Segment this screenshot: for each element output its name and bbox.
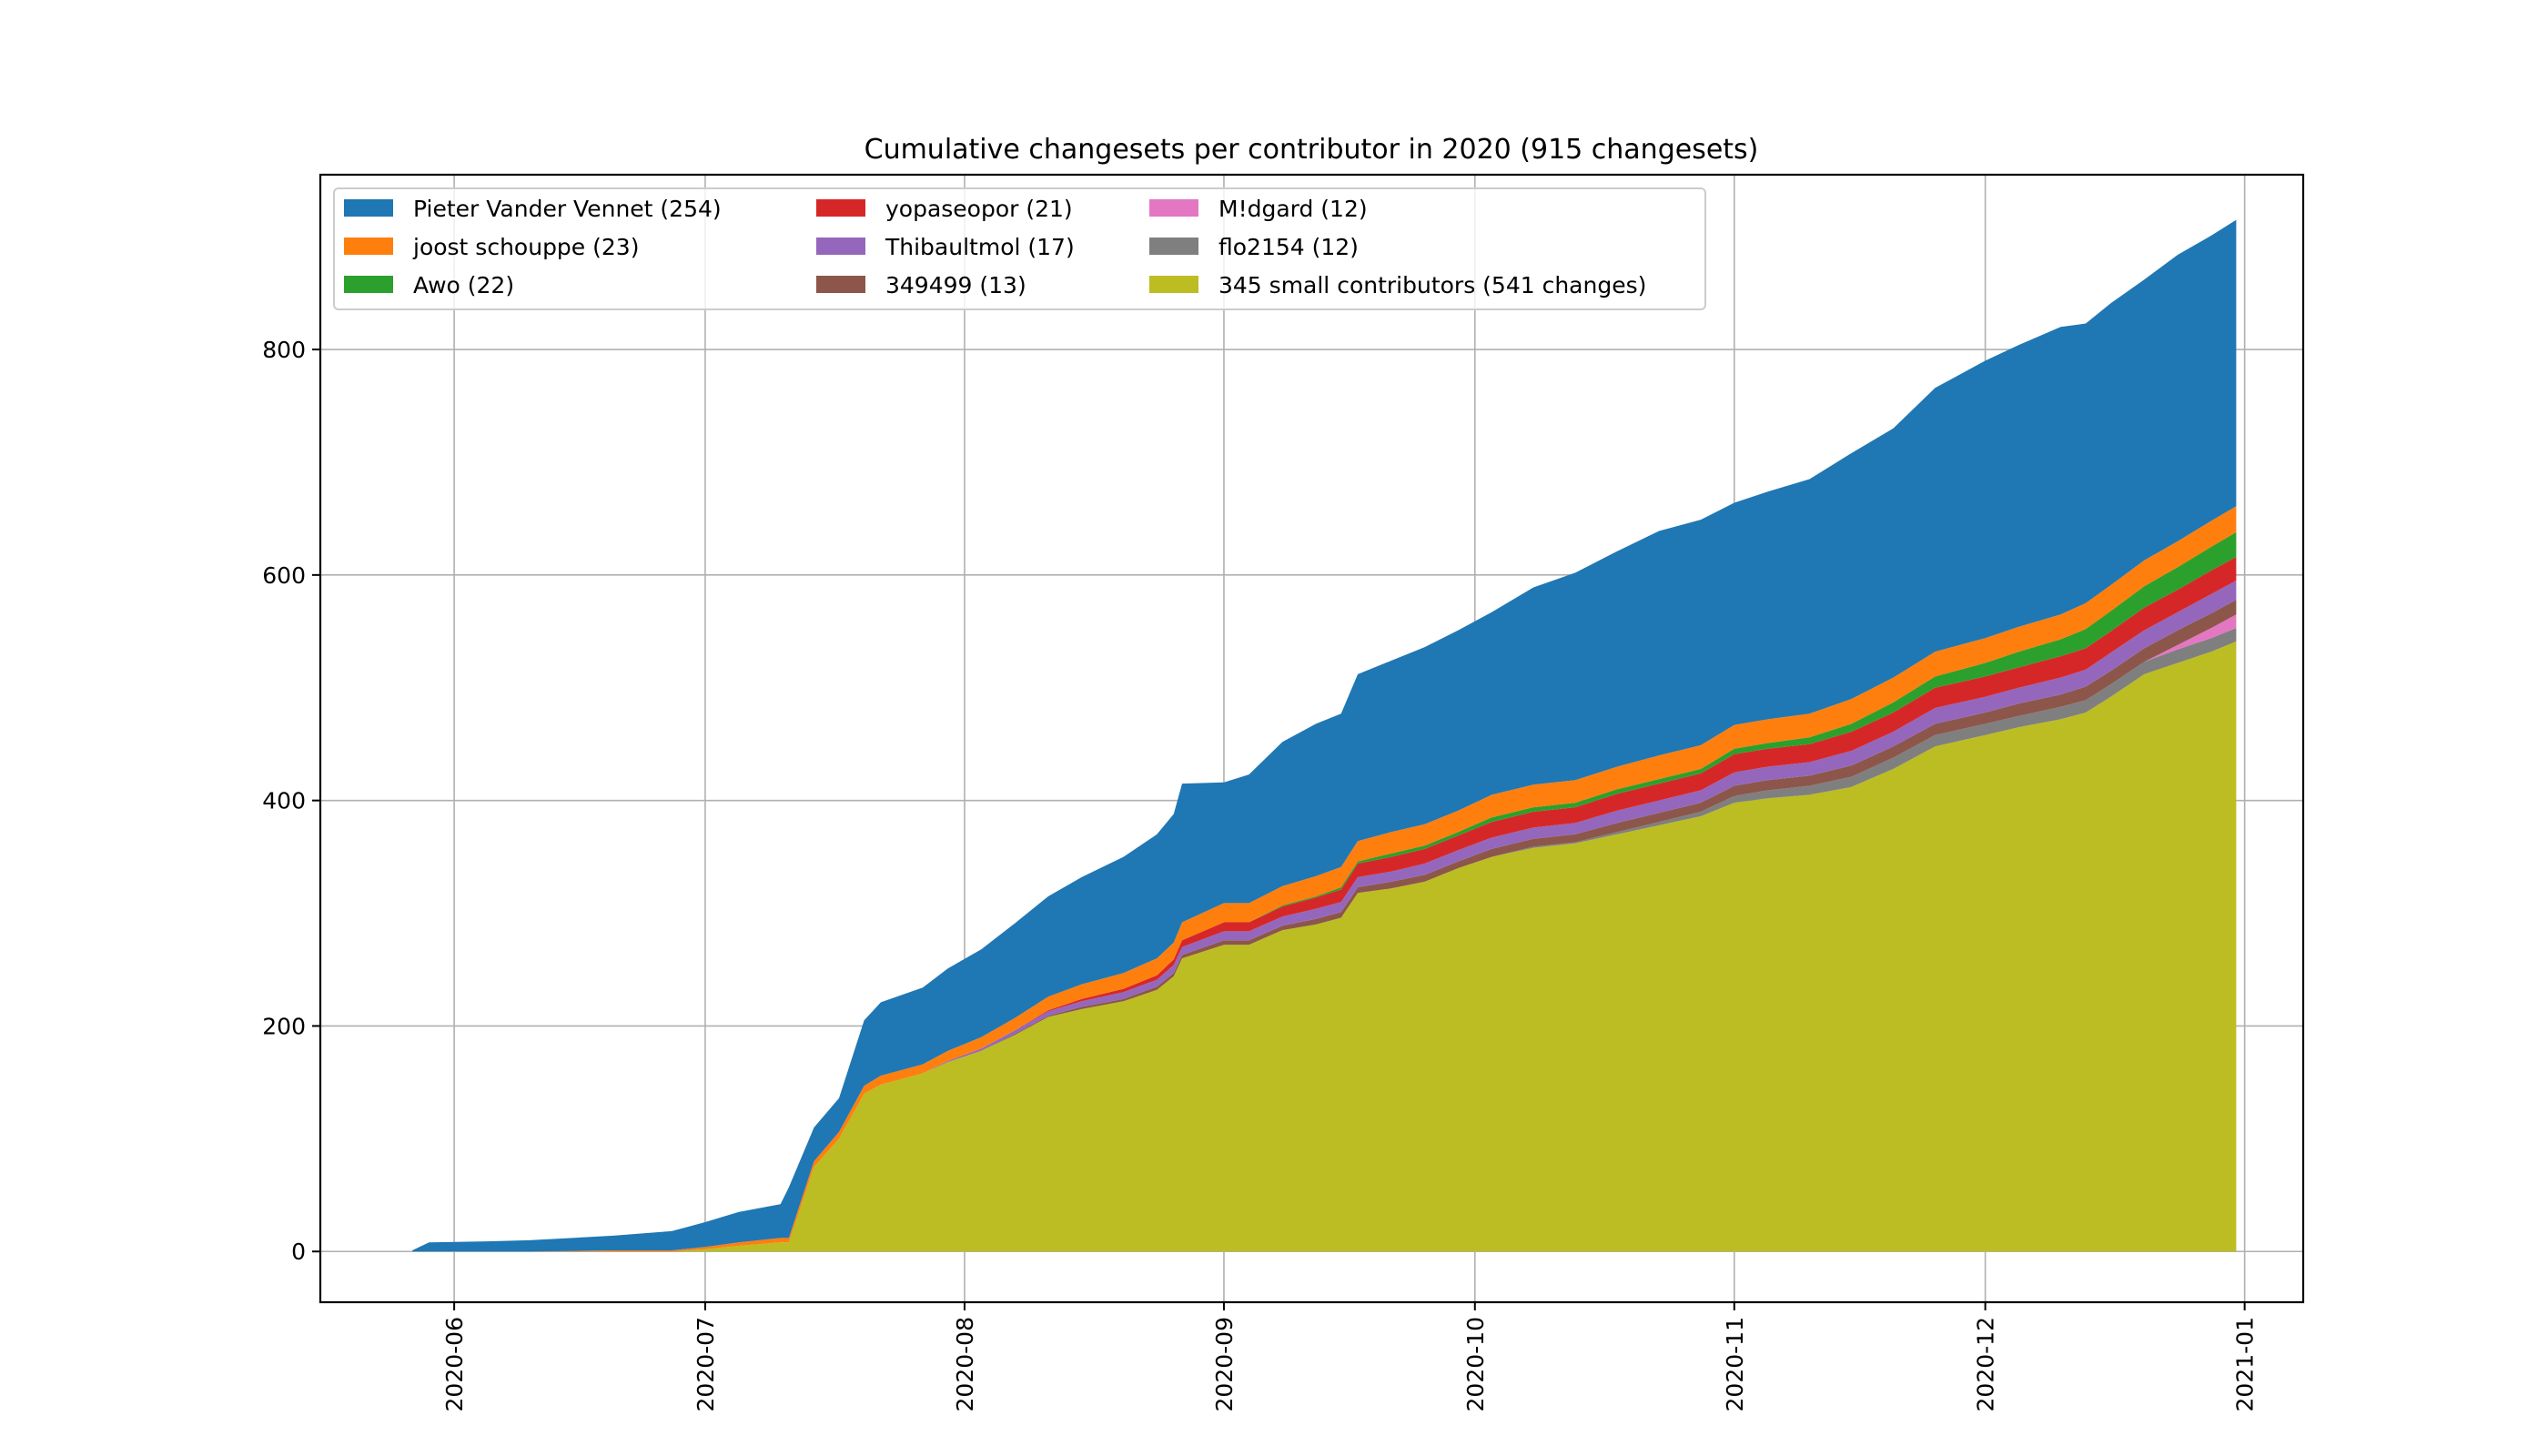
legend-item: Pieter Vander Vennet (254) bbox=[344, 196, 722, 222]
legend-swatch bbox=[816, 276, 865, 293]
legend-label: flo2154 (12) bbox=[1218, 234, 1359, 260]
legend-swatch bbox=[344, 238, 393, 255]
legend-swatch bbox=[344, 276, 393, 293]
legend-box bbox=[333, 187, 1706, 310]
y-tick-label: 400 bbox=[262, 788, 306, 814]
legend-label: joost schouppe (23) bbox=[412, 234, 639, 260]
legend-label: 349499 (13) bbox=[885, 272, 1026, 298]
legend-swatch bbox=[1149, 238, 1198, 255]
chart-title: Cumulative changesets per contributor in… bbox=[864, 134, 1759, 166]
legend-label: M!dgard (12) bbox=[1218, 196, 1368, 222]
x-tick-label: 2020-10 bbox=[1462, 1317, 1489, 1411]
y-tick-label: 200 bbox=[262, 1013, 306, 1039]
x-tick-label: 2020-08 bbox=[952, 1317, 978, 1411]
legend-item: M!dgard (12) bbox=[1149, 196, 1368, 222]
legend-item: joost schouppe (23) bbox=[344, 234, 639, 260]
area-series-345-small-contributors bbox=[412, 641, 2237, 1252]
legend: Pieter Vander Vennet (254) joost schouppe… bbox=[333, 187, 1706, 310]
legend-item: 349499 (13) bbox=[816, 272, 1026, 298]
legend-item: 345 small contributors (541 changes) bbox=[1149, 272, 1646, 298]
legend-item: yopaseopor (21) bbox=[816, 196, 1073, 222]
legend-swatch bbox=[816, 238, 865, 255]
legend-item: flo2154 (12) bbox=[1149, 234, 1359, 260]
legend-item: Awo (22) bbox=[344, 272, 514, 298]
legend-swatch bbox=[816, 199, 865, 217]
area-series-thibaultmol bbox=[412, 581, 2237, 1252]
legend-swatch bbox=[344, 199, 393, 217]
x-tick-label: 2020-11 bbox=[1722, 1317, 1748, 1411]
x-tick-label: 2020-12 bbox=[1973, 1317, 1999, 1411]
legend-label: yopaseopor (21) bbox=[885, 196, 1073, 222]
y-tick-label: 0 bbox=[291, 1239, 306, 1265]
y-tick-label: 600 bbox=[262, 562, 306, 589]
area-series-yopaseopor bbox=[412, 557, 2237, 1252]
x-tick-label: 2020-06 bbox=[441, 1317, 468, 1411]
legend-label: Thibaultmol (17) bbox=[885, 234, 1075, 260]
area-series-joost-schouppe bbox=[412, 506, 2237, 1252]
x-tick-label: 2020-07 bbox=[693, 1317, 719, 1411]
legend-label: Pieter Vander Vennet (254) bbox=[413, 196, 722, 222]
legend-label: Awo (22) bbox=[413, 272, 514, 298]
area-series-pieter-vander-vennet bbox=[412, 219, 2237, 1252]
legend-swatch bbox=[1149, 276, 1198, 293]
legend-swatch bbox=[1149, 199, 1198, 217]
legend-label: 345 small contributors (541 changes) bbox=[1218, 272, 1646, 298]
y-tick-label: 800 bbox=[262, 337, 306, 363]
plot-area: 0 200 400 600 800 2020-06 2020-07 2020-08 2020-0… bbox=[262, 173, 2305, 1411]
x-tick-label: 2021-01 bbox=[2232, 1317, 2259, 1411]
x-tick-label: 2020-09 bbox=[1211, 1317, 1238, 1411]
legend-item: Thibaultmol (17) bbox=[816, 234, 1075, 260]
axes-frame bbox=[318, 173, 2305, 1304]
